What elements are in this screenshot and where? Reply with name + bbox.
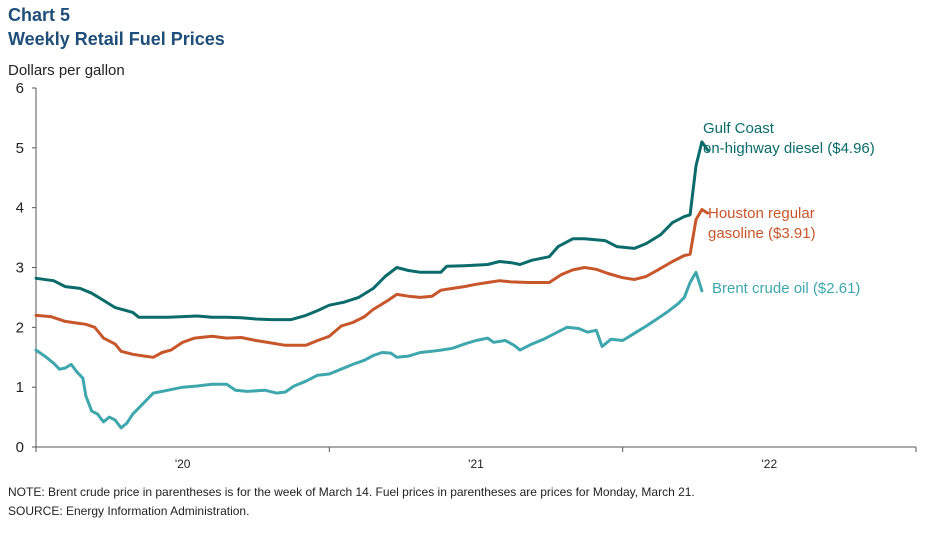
y-tick-label: 5 — [16, 140, 24, 157]
x-tick-label: '20 — [175, 457, 191, 471]
series-label-2: Houston regular — [708, 205, 815, 222]
axes: 0 1 2 3 4 5 6 '20 '21 '22 — [16, 80, 917, 471]
y-tick-label: 6 — [16, 80, 24, 97]
footnote: NOTE: Brent crude price in parentheses i… — [8, 485, 695, 499]
y-tick-label: 2 — [16, 319, 24, 336]
chart-subtitle: Weekly Retail Fuel Prices — [8, 29, 225, 49]
series-label-2: gasoline ($3.91) — [708, 225, 816, 242]
series-line-2 — [34, 208, 710, 359]
series-labels: Gulf Coast on-highway diesel ($4.96) Houst… — [703, 120, 875, 297]
series-line-1 — [34, 140, 710, 322]
x-tick-label: '22 — [762, 457, 778, 471]
series-lines — [34, 140, 710, 430]
chart-title: Chart 5 — [8, 5, 71, 25]
series-line-3 — [34, 270, 704, 430]
y-tick-label: 1 — [16, 379, 24, 396]
series-label-1: Gulf Coast — [703, 120, 775, 137]
y-tick-label: 0 — [16, 439, 24, 456]
x-tick-label: '21 — [468, 457, 484, 471]
y-tick-label: 3 — [16, 260, 24, 277]
series-label-3: Brent crude oil ($2.61) — [712, 280, 860, 297]
series-label-1: on-highway diesel ($4.96) — [703, 140, 875, 157]
y-axis-label: Dollars per gallon — [8, 62, 125, 79]
y-tick-label: 4 — [16, 200, 24, 217]
source-note: SOURCE: Energy Information Administratio… — [8, 504, 250, 518]
